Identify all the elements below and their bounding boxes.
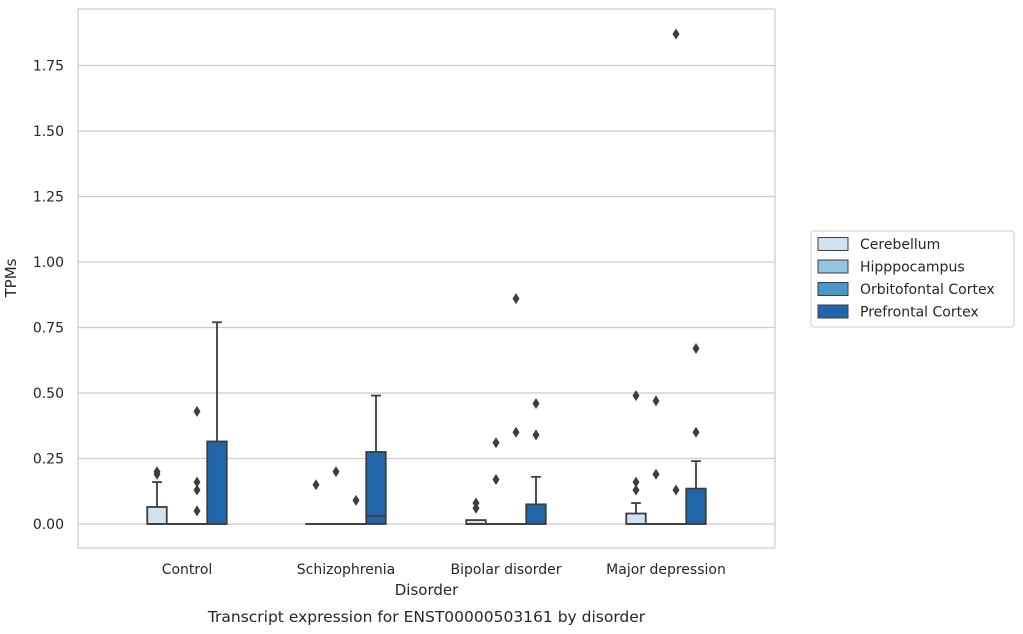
box-group [186, 405, 208, 525]
legend-swatch [817, 282, 849, 296]
box [146, 506, 168, 525]
legend-swatch [817, 304, 849, 319]
outlier-point [352, 494, 360, 506]
outlier-point [332, 466, 340, 478]
legend-label: Prefrontal Cortex [860, 305, 979, 321]
legend-label: Hipppocampus [860, 260, 965, 276]
outlier-point [193, 505, 201, 517]
outlier-point [632, 476, 640, 488]
y-tick-label: 1.25 [33, 190, 64, 206]
outlier-point [193, 476, 201, 488]
outlier-point [512, 426, 520, 438]
outlier-point [193, 484, 201, 496]
box-group [146, 466, 168, 525]
box [685, 487, 707, 525]
outlier-point [692, 342, 700, 354]
outlier-point [492, 473, 500, 485]
chart-caption: Transcript expression for ENST0000050316… [207, 608, 646, 626]
box-group [645, 395, 667, 525]
box-group [525, 397, 547, 525]
outlier-point [692, 426, 700, 438]
legend-swatch [817, 237, 849, 251]
box-group [505, 293, 527, 525]
box [625, 512, 647, 525]
outlier-point [632, 390, 640, 402]
outlier-point [532, 429, 540, 441]
outlier-point [193, 405, 201, 417]
y-tick-label: 0.50 [33, 386, 64, 402]
outlier-point [153, 466, 161, 478]
x-axis-title: Disorder [395, 581, 459, 599]
outlier-point [652, 395, 660, 407]
x-tick-label: Control [162, 562, 213, 578]
y-tick-label: 1.00 [33, 255, 64, 271]
legend-swatch [817, 259, 849, 274]
box-group [206, 321, 228, 525]
legend-label: Cerebellum [860, 237, 940, 253]
box [365, 451, 387, 525]
box-group [345, 494, 367, 525]
x-tick-label: Schizophrenia [297, 562, 395, 578]
x-tick-label: Bipolar disorder [450, 562, 561, 578]
x-tick-label: Major depression [606, 562, 726, 578]
box-plot-series [146, 28, 707, 525]
box-group [625, 390, 647, 525]
box [206, 440, 228, 525]
y-tick-labels: 0.00 0.25 0.50 0.75 1.00 1.25 1.50 1.75 [33, 59, 64, 534]
legend-frame [810, 230, 1015, 328]
box-group [465, 497, 487, 525]
y-tick-label: 1.50 [33, 124, 64, 140]
outlier-point [312, 479, 320, 491]
box [525, 503, 547, 525]
y-tick-label: 0.00 [33, 517, 64, 533]
y-tick-label: 0.75 [33, 321, 64, 337]
outlier-point [632, 484, 640, 496]
legend: Cerebellum Hipppocampus Orbitofontal Corte… [810, 230, 1015, 328]
outlier-point [472, 497, 480, 509]
outlier-point [512, 293, 520, 305]
y-axis-title: TPMs [2, 258, 20, 298]
box-group [685, 342, 707, 525]
y-tick-label: 1.75 [33, 59, 64, 75]
legend-label: Orbitofontal Cortex [860, 282, 995, 298]
outlier-point [672, 484, 680, 496]
outlier-point [532, 397, 540, 409]
box-group [305, 479, 327, 525]
outlier-point [652, 468, 660, 480]
box-group [665, 28, 687, 525]
outlier-point [492, 437, 500, 449]
outlier-point [672, 28, 680, 40]
y-tick-label: 0.25 [33, 452, 64, 468]
x-tick-labels: Control Schizophrenia Bipolar disorder Majo… [162, 562, 726, 578]
plot-area-frame [77, 8, 776, 549]
box-group [365, 394, 387, 525]
